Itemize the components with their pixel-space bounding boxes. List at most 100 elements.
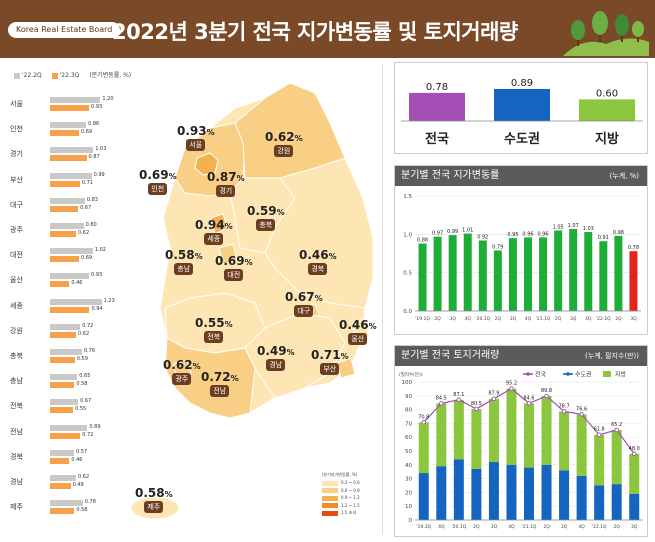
sejong-shape [210,213,228,235]
y-tick-label: 70 [405,421,412,427]
region-prev-bar [50,399,79,406]
region-curr-value: 0.69 [80,255,93,262]
price-change-chart: 0.0 0.5 1.0 1.5 0.88 '19.1Q 0.97 2Q 0.99 3Q 1.01 4Q… [403,194,641,322]
transaction-panel: 분기별 전국 토지거래량 (누계, 필지수(만)) (필지수(만)) 전국 수도권 지… [394,345,648,537]
region-name: 제주 [10,503,23,512]
map-legend-row: 0.9 ~ 1.2 [322,495,360,501]
local-bar [524,403,534,468]
busan-shape [336,357,356,379]
bar-legend: '22.2Q '22.3Q (분기변동률, %) [14,70,131,79]
total-value-label: 84.6 [523,395,534,401]
region-curr-bar [50,331,77,338]
region-prev-bar [50,424,88,431]
region-prev-bar [50,122,87,129]
region-name: 경기 [10,150,23,159]
map-label-name: 경북 [308,263,328,275]
legend-label: 전국 [535,371,547,379]
map-legend-label: 0.3 ~ 0.6 [341,480,360,485]
map-label-value: 0.46% [299,248,337,262]
summary-bar-value: 0.60 [596,88,618,99]
map-label-seoul: 0.93% 서울 [177,124,215,151]
local-bar [418,422,429,474]
map-label-value: 0.55% [195,316,233,330]
summary-panel: 0.78 전국 0.89 수도권 0.60 지방 [394,62,648,154]
metro-bar [488,462,499,520]
x-tick-label: '21.1Q [536,316,551,322]
map-legend-row: 1.2 ~ 1.5 [322,502,360,508]
map-legend-label: 0.6 ~ 0.9 [341,487,360,493]
price-bar [584,232,593,311]
x-tick-label: 3Q [449,316,456,322]
map-label-name: 강원 [274,145,294,157]
map-label-value: 0.71% [311,348,349,362]
price-bar [599,241,608,311]
x-tick-label: '19.3Q [416,524,431,530]
x-tick-label: '20.1Q [451,524,466,530]
legend-unit: (분기변동률, %) [89,72,132,79]
price-bar [418,243,427,311]
summary-bar-value: 0.89 [511,78,533,89]
x-tick-label: 4Q [525,316,532,322]
region-row: 대전 1.02 0.69 [10,246,130,266]
x-tick-label: '22.1Q [592,524,607,530]
legend-label: 수도권 [575,371,592,379]
x-tick-label: 2Q [473,524,480,530]
map-label-name: 충남 [174,263,194,275]
map-label-name: 전북 [204,331,224,343]
total-point [421,420,427,425]
korea-map: 0.93% 서울 0.62% 강원 0.69% 인천 0.87% 경기 0.94% 세종 0.59%… [115,68,390,538]
region-row: 경남 0.62 0.49 [10,473,130,493]
metro-bar [541,464,552,520]
price-bar-value: 1.05 [553,225,564,231]
y-tick-label: 1.5 [403,194,412,200]
total-value-label: 65.2 [611,422,622,428]
map-legend-row: 0.3 ~ 0.6 [322,480,360,486]
region-prev-value: 0.80 [85,222,97,228]
local-bar [594,434,605,486]
region-prev-value: 0.99 [93,171,105,178]
price-bar-value: 1.01 [462,228,473,234]
region-prev-bar [50,273,90,280]
region-curr-bar [50,256,79,263]
map-legend-label: 1.2 ~ 1.5 [341,502,360,508]
y-tick-label: 90 [405,394,412,400]
total-value-label: 87.9 [488,391,499,397]
map-label-name: 인천 [148,183,168,195]
region-row: 전북 0.67 0.55 [10,397,130,417]
region-curr-value: 0.58 [76,507,88,514]
region-curr-bar [50,407,74,414]
region-curr-value: 0.87 [88,154,100,161]
seoul-shape [194,152,219,176]
map-label-value: 0.94% [195,218,233,232]
region-prev-bar [50,197,85,204]
region-prev-value: 0.65 [79,373,91,380]
y-tick-label: 20 [405,490,412,496]
map-label-name: 부산 [320,363,340,375]
region-name: 대구 [10,200,23,209]
map-label-value: 0.62% [265,130,303,144]
gyeongbuk-shape [264,157,374,309]
region-prev-bar [50,223,84,229]
region-curr-value: 0.93 [91,104,103,110]
metro-bar [629,493,640,520]
map-label-sejong: 0.94% 세종 [195,218,233,245]
region-row: 대구 0.83 0.67 [10,196,130,216]
price-bar-value: 1.07 [568,223,579,229]
price-bar-value: 0.97 [432,231,443,237]
region-prev-value: 0.72 [82,322,94,329]
region-row: 부산 0.99 0.71 [10,171,130,191]
region-row: 충북 0.76 0.59 [10,347,130,367]
price-bar [463,233,472,311]
local-bar [576,414,587,476]
y-tick-label: 50 [405,449,412,455]
map-label-name: 경기 [216,185,236,197]
region-name: 강원 [10,326,23,335]
price-bar-value: 0.91 [598,235,609,241]
page-title: 2022년 3분기 전국 지가변동률 및 토지거래량 [112,20,518,44]
region-curr-bar [50,155,87,162]
region-curr-bar [50,457,70,464]
total-value-label: 76.6 [576,406,587,412]
region-name: 전남 [10,427,23,436]
metro-bar [436,466,447,520]
x-tick-label: 2Q [555,316,562,322]
